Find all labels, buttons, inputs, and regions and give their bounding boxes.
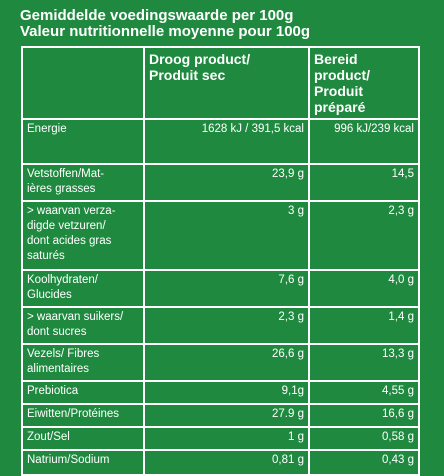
dry-value: 23,9 g <box>143 163 310 202</box>
dry-value: 2,3 g <box>143 306 310 345</box>
prepared-value: 16,6 g <box>308 403 420 428</box>
table-row: Prebiotica 9,1g 4,55 g <box>21 380 420 405</box>
row-label-line: > waarvan verza- <box>27 205 116 217</box>
row-label-line: Prebiotica <box>27 385 79 397</box>
dry-value: 26,6 g <box>143 343 310 382</box>
table-row: Zout/Sel 1 g 0,58 g <box>21 426 420 451</box>
header-dry-line: Droog product/ <box>149 51 251 67</box>
row-label: > waarvan verza- digde vetzuren/ dont ac… <box>21 200 145 271</box>
prepared-value: 2,3 g <box>308 200 420 271</box>
header-prepared-line: Bereid product/ <box>314 51 370 83</box>
row-label: Energie <box>21 118 145 165</box>
dry-value: 0,81 g <box>143 449 310 476</box>
header-prepared-line: Produit préparé <box>314 83 366 115</box>
header-dry-product: Droog product/ Produit sec <box>143 46 310 120</box>
row-label-line: alimentaires <box>27 363 89 375</box>
header-dry-line: Produit sec <box>149 67 226 83</box>
table-header-row: Droog product/ Produit sec Bereid produc… <box>21 46 420 120</box>
row-label-line: Koolhydraten/ <box>27 274 98 286</box>
row-label-line: ières grasses <box>27 183 96 195</box>
table-row: Koolhydraten/ Glucides 7,6 g 4,0 g <box>21 269 420 308</box>
row-label-line: Vezels/ Fibres <box>27 348 100 360</box>
table-row: Natrium/Sodium 0,81 g 0,43 g <box>21 449 420 476</box>
dry-value: 1 g <box>143 426 310 451</box>
row-label-line: Vetstoffen/Mat- <box>27 168 105 180</box>
table-row: Energie 1628 kJ / 391,5 kcal 996 kJ/239 … <box>21 118 420 165</box>
dry-value: 1628 kJ / 391,5 kcal <box>143 118 310 165</box>
panel-title: Gemiddelde voedingswaarde per 100g Valeu… <box>20 8 434 40</box>
table-row: Vezels/ Fibres alimentaires 26,6 g 13,3 … <box>21 343 420 382</box>
title-dutch: Gemiddelde voedingswaarde per 100g <box>20 7 294 24</box>
row-label-line: Energie <box>27 123 67 135</box>
prepared-value: 4,0 g <box>308 269 420 308</box>
prepared-value: 0,43 g <box>308 449 420 476</box>
row-label: > waarvan suikers/ dont sucres <box>21 306 145 345</box>
row-label: Eiwitten/Protéines <box>21 403 145 428</box>
title-french: Valeur nutritionnelle moyenne pour 100g <box>20 23 311 40</box>
prepared-value: 1,4 g <box>308 306 420 345</box>
header-prepared-product: Bereid product/ Produit préparé <box>308 46 420 120</box>
row-label: Natrium/Sodium <box>21 449 145 476</box>
row-label-line: dont acides gras <box>27 235 112 247</box>
dry-value: 27.9 g <box>143 403 310 428</box>
row-label-line: saturés <box>27 250 65 262</box>
row-label-line: Zout/Sel <box>27 431 70 443</box>
row-label-line: > waarvan suikers/ <box>27 311 124 323</box>
prepared-value: 0,58 g <box>308 426 420 451</box>
dry-value: 3 g <box>143 200 310 271</box>
row-label: Vezels/ Fibres alimentaires <box>21 343 145 382</box>
row-label-line: Eiwitten/Protéines <box>27 408 120 420</box>
row-label-line: Natrium/Sodium <box>27 454 110 466</box>
row-label: Prebiotica <box>21 380 145 405</box>
row-label-line: Glucides <box>27 289 72 301</box>
row-label: Vetstoffen/Mat- ières grasses <box>21 163 145 202</box>
row-label: Zout/Sel <box>21 426 145 451</box>
prepared-value: 996 kJ/239 kcal <box>308 118 420 165</box>
row-label-line: digde vetzuren/ <box>27 220 106 232</box>
dry-value: 9,1g <box>143 380 310 405</box>
table-row: > waarvan verza- digde vetzuren/ dont ac… <box>21 200 420 271</box>
nutrition-table: Droog product/ Produit sec Bereid produc… <box>21 46 420 476</box>
row-label: Koolhydraten/ Glucides <box>21 269 145 308</box>
dry-value: 7,6 g <box>143 269 310 308</box>
table-row: > waarvan suikers/ dont sucres 2,3 g 1,4… <box>21 306 420 345</box>
table-row: Vetstoffen/Mat- ières grasses 23,9 g 14,… <box>21 163 420 202</box>
prepared-value: 13,3 g <box>308 343 420 382</box>
table-row: Eiwitten/Protéines 27.9 g 16,6 g <box>21 403 420 428</box>
prepared-value: 4,55 g <box>308 380 420 405</box>
row-label-line: dont sucres <box>27 326 87 338</box>
prepared-value: 14,5 <box>308 163 420 202</box>
header-label-cell <box>21 46 145 120</box>
